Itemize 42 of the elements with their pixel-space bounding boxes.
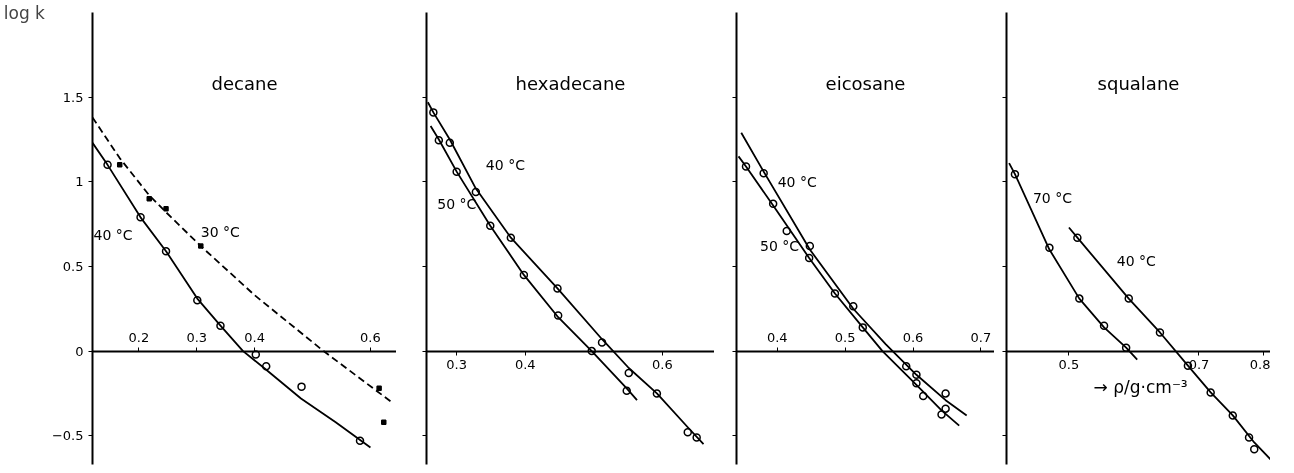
x-tick-label: 0.3 xyxy=(186,330,208,346)
x-tick-label: 0.7 xyxy=(970,330,992,346)
x-tick-label: 0.4 xyxy=(514,357,536,373)
text: squalane xyxy=(1097,72,1180,94)
text: eicosane xyxy=(825,72,906,94)
x-tick-label: 0.2 xyxy=(128,330,150,346)
series-label: 40 °C xyxy=(485,156,526,173)
x-tick-label: 0.6 xyxy=(902,330,924,346)
series-label: 40 °C xyxy=(777,173,817,190)
point xyxy=(941,404,950,413)
x-tick-label: 0.5 xyxy=(834,330,856,346)
x-tick-label: 0.6 xyxy=(652,357,673,373)
x-axis-title: → ρ/g·cm⁻³ xyxy=(1093,376,1188,397)
x-tick-label: 0.6 xyxy=(360,330,381,346)
x-tick-label: 0.4 xyxy=(244,330,265,346)
point xyxy=(297,382,306,391)
text: decane xyxy=(211,72,278,94)
series-label: 30 °C xyxy=(200,224,241,241)
point xyxy=(116,162,123,168)
x-tick-label: 0.3 xyxy=(446,357,468,373)
point xyxy=(941,389,950,398)
point xyxy=(381,419,387,425)
y-tick-label: 1.5 xyxy=(62,89,84,105)
x-tick-label: 0.8 xyxy=(1249,357,1271,373)
point xyxy=(146,195,152,202)
y-tick-label: −0.5 xyxy=(51,428,84,444)
text: hexadecane xyxy=(515,72,626,94)
series-label: 50 °C xyxy=(760,237,800,254)
series-label: 50 °C xyxy=(437,195,477,212)
series-label: 40 °C xyxy=(1116,252,1157,269)
point xyxy=(1249,445,1259,454)
x-tick-label: 0.7 xyxy=(1188,357,1210,373)
y-tick-label: 1 xyxy=(75,174,84,190)
series-label: 70 °C xyxy=(1032,190,1073,207)
series-label: 40 °C xyxy=(93,227,133,244)
point xyxy=(376,385,382,392)
y-axis-title: log k xyxy=(3,2,46,23)
point xyxy=(163,206,169,212)
x-tick-label: 0.5 xyxy=(1058,357,1080,373)
y-tick-label: 0.5 xyxy=(62,258,84,274)
y-tick-label: 0 xyxy=(75,343,84,359)
x-tick-label: 0.4 xyxy=(766,330,788,346)
